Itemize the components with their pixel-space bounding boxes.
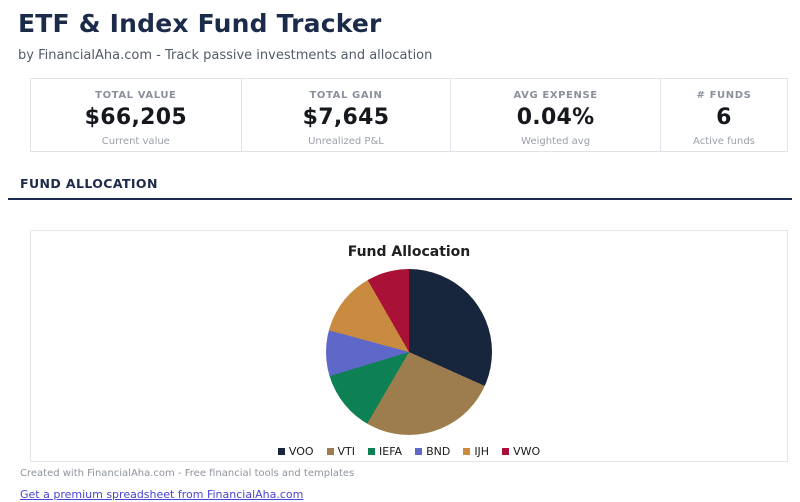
stat-value: $66,205	[84, 105, 187, 130]
legend-swatch-vwo	[502, 448, 510, 455]
stat-sublabel: Current value	[101, 136, 170, 147]
premium-spreadsheet-link[interactable]: Get a premium spreadsheet from Financial…	[20, 488, 304, 501]
stat-label: TOTAL GAIN	[309, 90, 383, 101]
pie-chart	[326, 269, 492, 435]
chart-title: Fund Allocation	[347, 244, 471, 260]
legend-label: VOO	[288, 445, 314, 458]
legend-swatch-ijh	[463, 448, 471, 455]
legend-item-voo: VOO	[277, 445, 314, 458]
legend-swatch-bnd	[415, 448, 423, 455]
legend-item-iefa: IEFA	[368, 445, 402, 458]
footer-credit: Created with FinancialAha.com - Free fin…	[20, 468, 355, 479]
stat-card-num-funds: # FUNDS 6 Active funds	[659, 79, 787, 151]
legend-label: VTI	[337, 445, 356, 458]
stat-value: 6	[716, 105, 732, 130]
legend-item-vwo: VWO	[502, 445, 540, 458]
stat-label: TOTAL VALUE	[95, 90, 177, 101]
page-title: ETF & Index Fund Tracker	[18, 9, 382, 38]
stat-sublabel: Active funds	[693, 136, 755, 147]
stat-value: $7,645	[302, 105, 390, 130]
stat-sublabel: Unrealized P&L	[308, 136, 384, 147]
legend-swatch-voo	[277, 448, 285, 455]
stat-value: 0.04%	[516, 105, 595, 130]
stat-card-total-gain: TOTAL GAIN $7,645 Unrealized P&L	[240, 79, 451, 151]
stat-label: AVG EXPENSE	[513, 90, 598, 101]
stat-sublabel: Weighted avg	[521, 136, 591, 147]
stat-card-total-value: TOTAL VALUE $66,205 Current value	[31, 79, 241, 151]
stat-label: # FUNDS	[696, 90, 752, 101]
page-subtitle: by FinancialAha.com - Track passive inve…	[18, 48, 433, 63]
legend-item-vti: VTI	[326, 445, 356, 458]
legend-item-ijh: IJH	[463, 445, 489, 458]
legend-label: IEFA	[379, 445, 403, 458]
stat-card-avg-expense: AVG EXPENSE 0.04% Weighted avg	[450, 79, 660, 151]
legend-swatch-iefa	[368, 448, 376, 455]
fund-allocation-chart-card: Fund Allocation VOO VTI IEFA BND IJH	[30, 230, 788, 462]
legend-swatch-vti	[326, 448, 334, 455]
section-divider	[8, 198, 792, 200]
stats-summary-row: TOTAL VALUE $66,205 Current value TOTAL …	[30, 78, 788, 152]
chart-legend: VOO VTI IEFA BND IJH VWO	[31, 445, 787, 458]
etf-tracker-page: ETF & Index Fund Tracker by FinancialAha…	[0, 9, 800, 502]
legend-item-bnd: BND	[415, 445, 450, 458]
legend-label: VWO	[513, 445, 541, 458]
section-heading-fund-allocation: FUND ALLOCATION	[20, 176, 158, 191]
legend-label: BND	[426, 445, 451, 458]
legend-label: IJH	[474, 445, 490, 458]
